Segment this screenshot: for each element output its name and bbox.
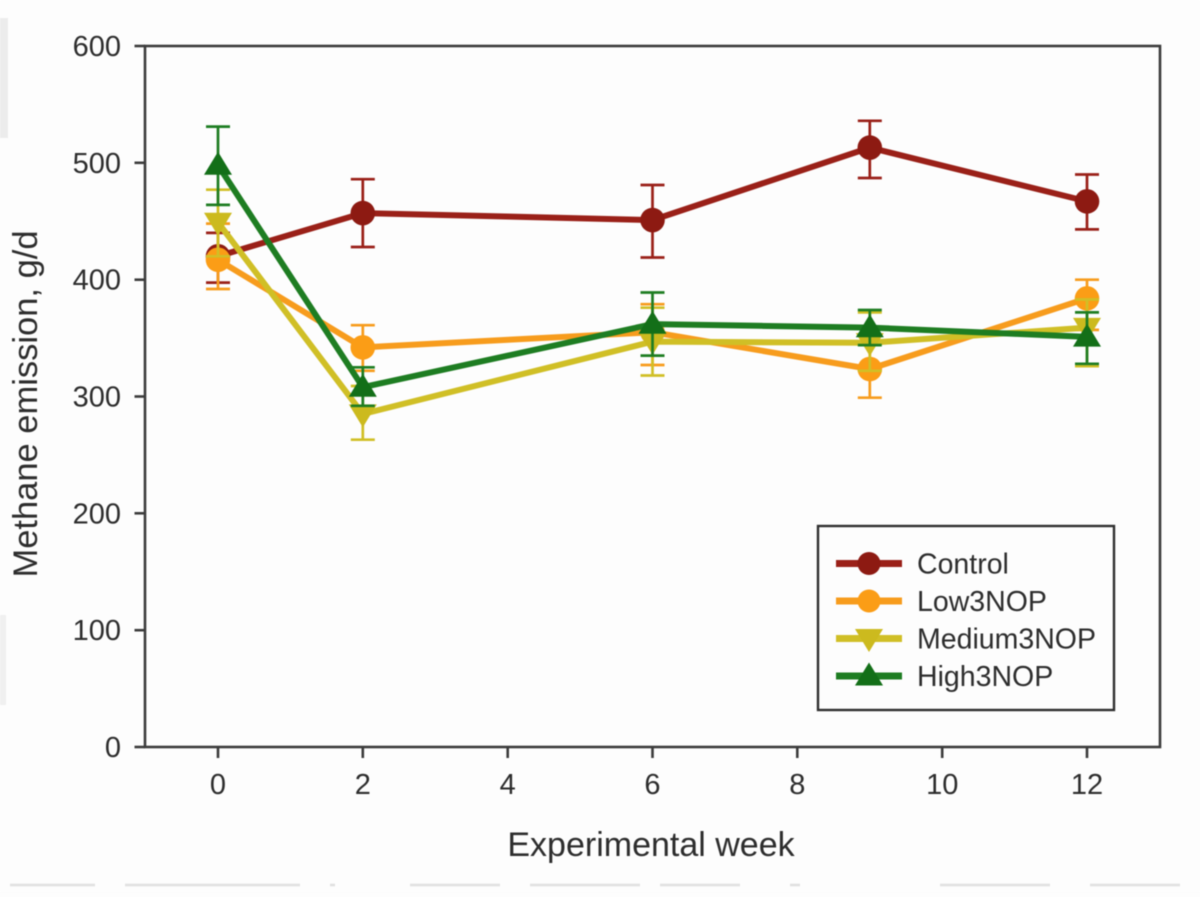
svg-text:12: 12 [1071, 769, 1103, 801]
svg-text:Low3NOP: Low3NOP [917, 586, 1047, 618]
svg-text:2: 2 [355, 769, 371, 801]
svg-text:6: 6 [644, 769, 660, 801]
svg-text:Medium3NOP: Medium3NOP [917, 624, 1096, 656]
svg-text:High3NOP: High3NOP [917, 661, 1053, 693]
svg-text:400: 400 [73, 265, 121, 297]
svg-text:Experimental week: Experimental week [507, 826, 795, 864]
svg-text:4: 4 [500, 769, 516, 801]
svg-text:8: 8 [789, 769, 805, 801]
svg-text:Methane emission, g/d: Methane emission, g/d [7, 230, 45, 577]
svg-text:200: 200 [73, 498, 121, 530]
svg-text:600: 600 [73, 31, 121, 63]
svg-text:100: 100 [73, 615, 121, 647]
svg-text:0: 0 [210, 769, 226, 801]
svg-text:0: 0 [105, 732, 121, 764]
svg-text:Control: Control [917, 549, 1009, 581]
svg-text:300: 300 [73, 382, 121, 414]
svg-text:500: 500 [73, 148, 121, 180]
svg-text:10: 10 [926, 769, 958, 801]
